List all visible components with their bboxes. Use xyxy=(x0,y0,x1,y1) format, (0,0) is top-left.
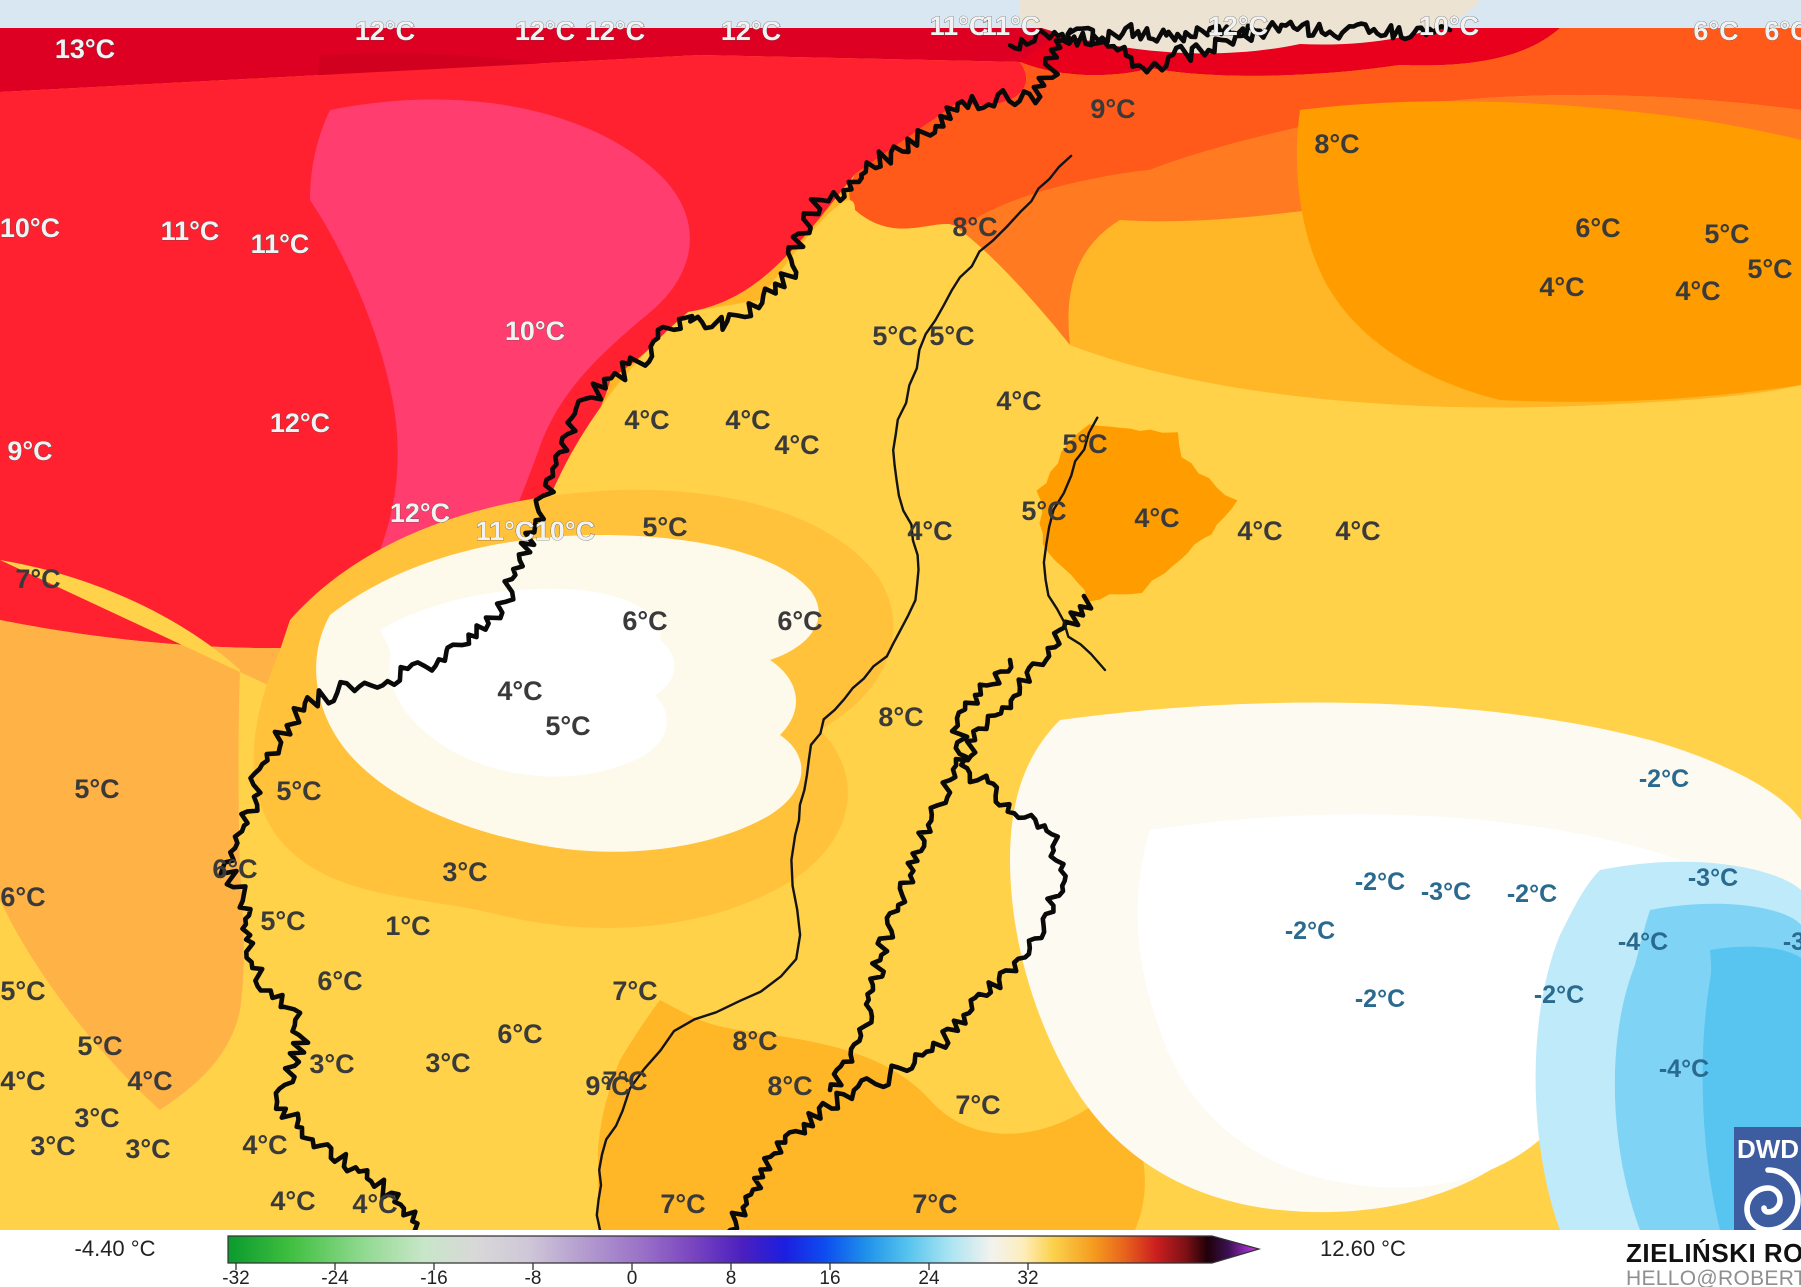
svg-text:6°C: 6°C xyxy=(212,854,257,884)
svg-text:7°C: 7°C xyxy=(15,564,60,594)
svg-text:4°C: 4°C xyxy=(127,1066,172,1096)
svg-text:6°C: 6°C xyxy=(317,966,362,996)
svg-text:7°C: 7°C xyxy=(660,1189,705,1219)
svg-text:4°C: 4°C xyxy=(1335,516,1380,546)
svg-text:6°C: 6°C xyxy=(1764,16,1801,46)
svg-text:5°C: 5°C xyxy=(545,711,590,741)
svg-text:7°C: 7°C xyxy=(912,1189,957,1219)
svg-text:8°C: 8°C xyxy=(878,702,923,732)
svg-text:4°C: 4°C xyxy=(497,676,542,706)
svg-text:4°C: 4°C xyxy=(1675,276,1720,306)
svg-text:8°C: 8°C xyxy=(952,212,997,242)
svg-text:6°C: 6°C xyxy=(622,606,667,636)
svg-text:10°C: 10°C xyxy=(1419,11,1479,41)
svg-text:3°C: 3°C xyxy=(30,1131,75,1161)
svg-text:5°C: 5°C xyxy=(1704,219,1749,249)
svg-text:9°C: 9°C xyxy=(7,436,52,466)
svg-text:5°C: 5°C xyxy=(260,906,305,936)
svg-text:-2°C: -2°C xyxy=(1534,981,1584,1009)
svg-text:-3°C: -3°C xyxy=(1688,864,1738,892)
svg-text:-4°C: -4°C xyxy=(1618,928,1668,956)
svg-text:4°C: 4°C xyxy=(352,1189,397,1219)
svg-text:5°C: 5°C xyxy=(872,321,917,351)
svg-text:12°C: 12°C xyxy=(390,498,450,528)
svg-text:-2°C: -2°C xyxy=(1507,880,1557,908)
svg-text:11°C: 11°C xyxy=(930,11,989,41)
svg-text:11°C: 11°C xyxy=(476,516,535,546)
svg-text:11°C: 11°C xyxy=(251,229,310,259)
svg-text:-8: -8 xyxy=(525,1268,542,1287)
svg-text:-24: -24 xyxy=(321,1268,349,1287)
svg-text:0: 0 xyxy=(627,1268,638,1287)
svg-text:8: 8 xyxy=(726,1268,737,1287)
svg-text:DWD: DWD xyxy=(1737,1134,1799,1164)
svg-text:32: 32 xyxy=(1017,1268,1038,1287)
svg-text:8°C: 8°C xyxy=(767,1071,812,1101)
svg-text:-16: -16 xyxy=(420,1268,447,1287)
svg-text:4°C: 4°C xyxy=(0,1066,45,1096)
svg-text:-3°C: -3°C xyxy=(1783,928,1801,956)
svg-text:8°C: 8°C xyxy=(1314,129,1359,159)
svg-text:-3°C: -3°C xyxy=(1421,878,1471,906)
svg-text:8°C: 8°C xyxy=(732,1026,777,1056)
svg-text:5°C: 5°C xyxy=(1747,254,1792,284)
svg-text:12°C: 12°C xyxy=(585,16,645,46)
svg-text:4°C: 4°C xyxy=(996,386,1041,416)
svg-text:6°C: 6°C xyxy=(1575,213,1620,243)
svg-text:12°C: 12°C xyxy=(721,16,781,46)
svg-text:3°C: 3°C xyxy=(442,857,487,887)
svg-text:11°C: 11°C xyxy=(982,11,1041,41)
svg-text:5°C: 5°C xyxy=(1021,496,1066,526)
svg-text:3°C: 3°C xyxy=(425,1048,470,1078)
svg-text:5°C: 5°C xyxy=(276,776,321,806)
svg-text:9°C: 9°C xyxy=(1090,94,1135,124)
svg-text:12°C: 12°C xyxy=(1208,11,1268,41)
svg-text:4°C: 4°C xyxy=(242,1130,287,1160)
svg-text:5°C: 5°C xyxy=(0,976,45,1006)
svg-text:4°C: 4°C xyxy=(907,516,952,546)
svg-text:12.60 °C: 12.60 °C xyxy=(1320,1236,1406,1261)
svg-text:5°C: 5°C xyxy=(1062,429,1107,459)
svg-text:13°C: 13°C xyxy=(55,34,115,64)
svg-text:6°C: 6°C xyxy=(0,882,45,912)
svg-text:-4°C: -4°C xyxy=(1659,1055,1709,1083)
svg-text:4°C: 4°C xyxy=(725,405,770,435)
svg-text:4°C: 4°C xyxy=(624,405,669,435)
svg-text:4°C: 4°C xyxy=(270,1186,315,1216)
svg-text:4°C: 4°C xyxy=(1539,272,1584,302)
svg-text:-2°C: -2°C xyxy=(1355,985,1405,1013)
svg-text:16: 16 xyxy=(819,1268,840,1287)
svg-text:-2°C: -2°C xyxy=(1639,765,1689,793)
svg-text:5°C: 5°C xyxy=(74,774,119,804)
svg-text:12°C: 12°C xyxy=(515,16,575,46)
svg-text:3°C: 3°C xyxy=(125,1134,170,1164)
svg-text:10°C: 10°C xyxy=(535,516,595,546)
svg-text:12°C: 12°C xyxy=(355,16,415,46)
svg-text:12°C: 12°C xyxy=(270,408,330,438)
svg-text:-2°C: -2°C xyxy=(1285,917,1335,945)
svg-text:6°C: 6°C xyxy=(777,606,822,636)
svg-text:-2°C: -2°C xyxy=(1355,868,1405,896)
svg-text:-32: -32 xyxy=(222,1268,249,1287)
svg-text:4°C: 4°C xyxy=(1134,503,1179,533)
svg-text:7°C: 7°C xyxy=(602,1066,647,1096)
svg-text:24: 24 xyxy=(918,1268,940,1287)
svg-text:5°C: 5°C xyxy=(929,321,974,351)
svg-text:7°C: 7°C xyxy=(955,1090,1000,1120)
svg-text:5°C: 5°C xyxy=(642,512,687,542)
svg-text:4°C: 4°C xyxy=(1237,516,1282,546)
svg-text:11°C: 11°C xyxy=(161,216,220,246)
svg-text:10°C: 10°C xyxy=(505,316,565,346)
svg-text:6°C: 6°C xyxy=(497,1019,542,1049)
svg-text:5°C: 5°C xyxy=(77,1031,122,1061)
svg-text:6°C: 6°C xyxy=(1693,16,1738,46)
svg-text:7°C: 7°C xyxy=(612,976,657,1006)
svg-text:3°C: 3°C xyxy=(74,1103,119,1133)
svg-text:-4.40 °C: -4.40 °C xyxy=(75,1236,156,1261)
svg-text:1°C: 1°C xyxy=(385,911,430,941)
svg-text:3°C: 3°C xyxy=(309,1049,354,1079)
svg-text:4°C: 4°C xyxy=(774,430,819,460)
svg-text:10°C: 10°C xyxy=(0,213,60,243)
